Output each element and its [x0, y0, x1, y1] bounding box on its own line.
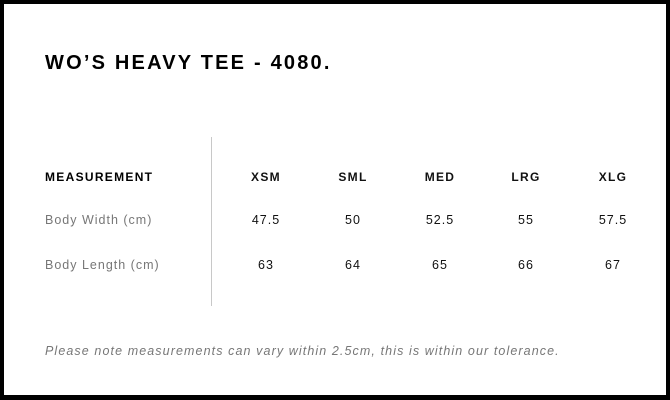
table-cell: 66	[518, 258, 534, 272]
tolerance-note: Please note measurements can vary within…	[45, 344, 560, 358]
column-header-measurement: MEASUREMENT	[45, 170, 154, 184]
column-header: SML	[338, 170, 368, 184]
table-cell: 50	[345, 213, 361, 227]
table-cell: 67	[605, 258, 621, 272]
column-header: LRG	[511, 170, 541, 184]
table-cell: 64	[345, 258, 361, 272]
table-cell: 47.5	[251, 213, 281, 227]
table-cell: 63	[258, 258, 274, 272]
table-cell: 52.5	[425, 213, 455, 227]
table-cell: 65	[432, 258, 448, 272]
column-header: MED	[424, 170, 456, 184]
size-chart-card: WO’S HEAVY TEE - 4080. MEASUREMENT XSM SML…	[4, 4, 666, 395]
table-cell: 57.5	[598, 213, 628, 227]
row-label: Body Length (cm)	[45, 258, 160, 272]
column-divider	[211, 137, 212, 306]
row-label: Body Width (cm)	[45, 213, 153, 227]
column-header: XSM	[251, 170, 281, 184]
page-title: WO’S HEAVY TEE - 4080.	[45, 52, 332, 74]
table-cell: 55	[518, 213, 534, 227]
column-header: XLG	[598, 170, 628, 184]
